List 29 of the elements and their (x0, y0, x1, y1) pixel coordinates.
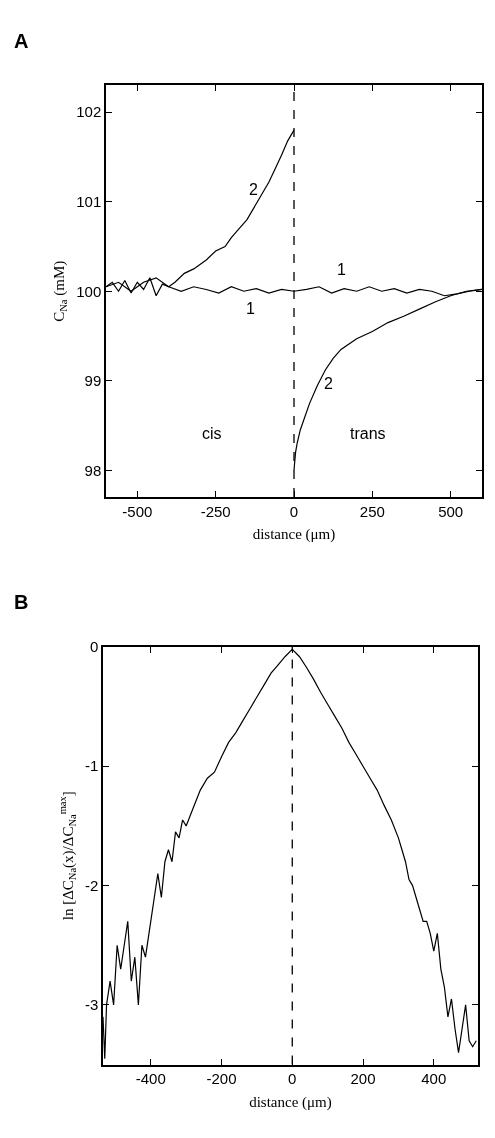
annotation: 2 (249, 181, 258, 198)
y-tick-label: 100 (76, 282, 102, 300)
chart-title: B (14, 591, 29, 613)
x-axis-title: distance (μm) (249, 1093, 332, 1111)
annotation: 2 (324, 375, 333, 392)
x-tick-label: -200 (206, 1070, 237, 1088)
x-tick-label: -250 (200, 502, 231, 520)
x-tick-label: 0 (289, 502, 299, 520)
x-tick-label: 200 (350, 1070, 376, 1088)
annotation: 1 (246, 300, 255, 317)
annotation: cis (202, 425, 222, 442)
chart-title: A (14, 30, 29, 52)
y-tick-label: 102 (76, 103, 102, 121)
x-tick-label: 250 (359, 502, 385, 520)
x-tick-label: 500 (438, 502, 464, 520)
x-tick-label: 400 (421, 1070, 447, 1088)
annotation: 1 (337, 261, 346, 278)
x-tick-label: -500 (122, 502, 153, 520)
y-tick-label: -3 (84, 996, 99, 1014)
x-axis-title: distance (μm) (252, 526, 336, 544)
y-tick-label: -2 (84, 876, 99, 894)
y-tick-label: 0 (89, 638, 99, 656)
y-tick-label: 101 (76, 193, 102, 210)
y-tick-label: 99 (84, 372, 102, 389)
x-tick-label: 0 (288, 1070, 297, 1088)
y-tick-label: -1 (84, 757, 99, 775)
annotation: trans (350, 425, 386, 442)
y-tick-label: 98 (84, 461, 102, 479)
x-tick-label: -400 (135, 1070, 166, 1088)
